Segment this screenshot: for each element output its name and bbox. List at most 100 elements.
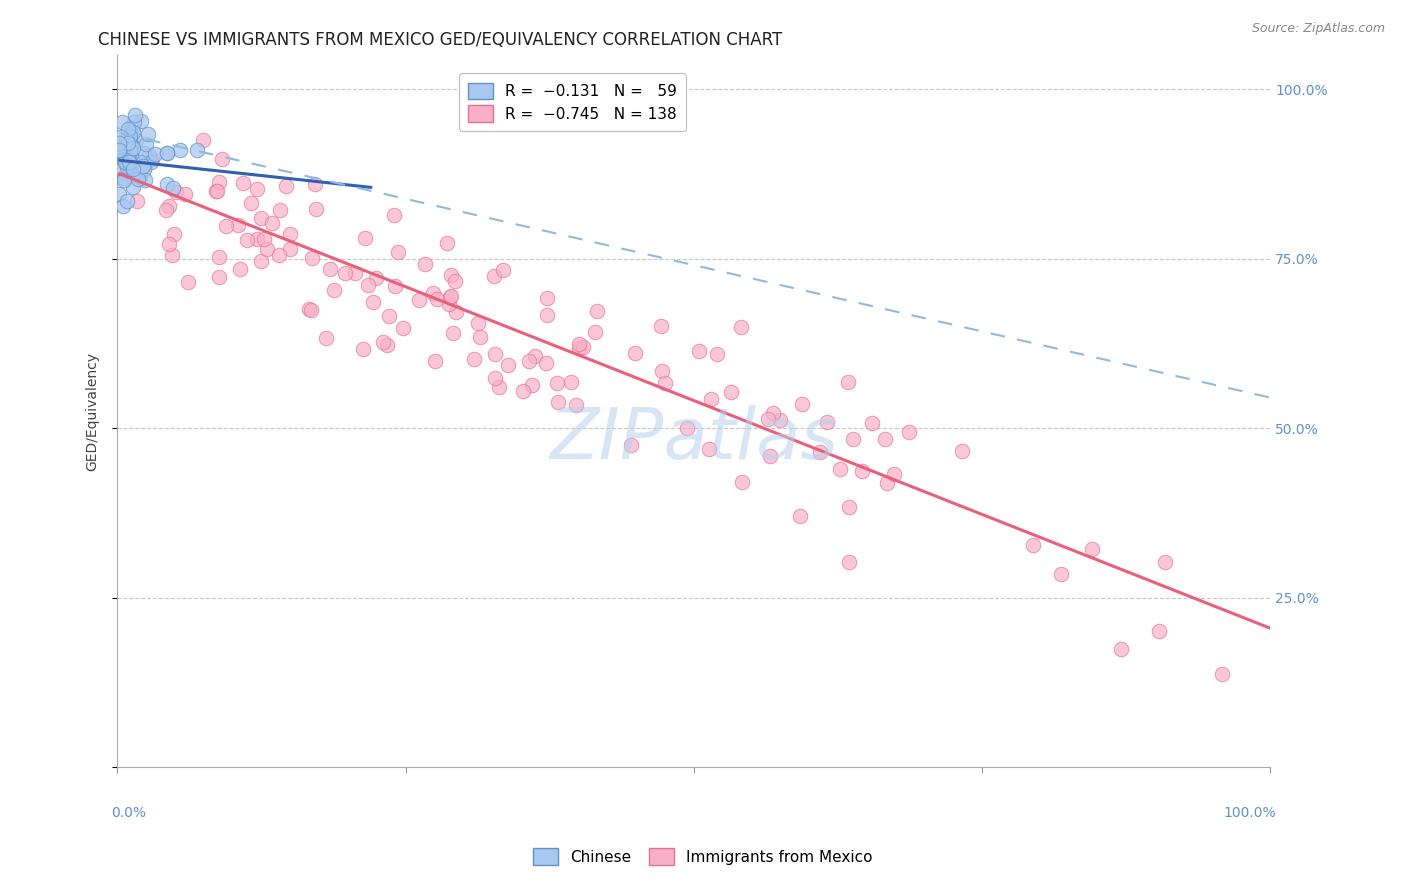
Point xyxy=(239,196,262,211)
Point xyxy=(422,286,444,301)
Point xyxy=(440,289,463,303)
Point xyxy=(792,397,814,411)
Point xyxy=(439,290,461,304)
Point xyxy=(157,237,180,252)
Point xyxy=(335,266,357,280)
Point xyxy=(208,269,231,284)
Point xyxy=(253,232,276,246)
Point xyxy=(132,159,155,173)
Point xyxy=(586,304,609,318)
Point xyxy=(141,152,163,166)
Point xyxy=(138,148,160,162)
Point xyxy=(120,136,142,151)
Point xyxy=(163,227,186,241)
Point xyxy=(299,303,322,318)
Point xyxy=(444,305,467,319)
Point xyxy=(169,143,191,157)
Point xyxy=(114,155,136,169)
Point xyxy=(121,162,143,177)
Point xyxy=(118,153,141,167)
Point xyxy=(387,245,409,260)
Point xyxy=(115,194,138,208)
Point xyxy=(121,121,143,136)
Point xyxy=(121,161,143,176)
Point xyxy=(568,337,591,351)
Point xyxy=(837,375,859,389)
Point xyxy=(534,356,557,370)
Point xyxy=(568,341,591,355)
Point xyxy=(186,143,208,157)
Point xyxy=(468,329,491,343)
Point xyxy=(950,444,973,458)
Point xyxy=(157,199,180,213)
Point xyxy=(135,136,157,151)
Point xyxy=(378,309,401,323)
Point xyxy=(301,251,323,265)
Point xyxy=(357,278,380,293)
Point xyxy=(842,433,865,447)
Point xyxy=(256,242,278,256)
Point xyxy=(107,187,129,202)
Point xyxy=(425,353,447,368)
Point xyxy=(177,275,200,289)
Point xyxy=(375,337,398,351)
Point xyxy=(143,146,166,161)
Point xyxy=(229,262,252,277)
Point xyxy=(205,184,228,198)
Point xyxy=(323,283,346,297)
Point xyxy=(120,145,142,159)
Point xyxy=(675,420,697,434)
Point xyxy=(156,146,179,161)
Point xyxy=(547,394,569,409)
Point xyxy=(127,172,149,186)
Point xyxy=(758,449,780,463)
Point xyxy=(155,203,177,218)
Point xyxy=(134,173,156,187)
Point xyxy=(129,114,152,128)
Point xyxy=(128,170,150,185)
Point xyxy=(1050,566,1073,581)
Point xyxy=(274,179,297,194)
Point xyxy=(519,353,541,368)
Point xyxy=(413,257,436,271)
Text: 100.0%: 100.0% xyxy=(1223,806,1277,821)
Legend: R =  −0.131   N =   59, R =  −0.745   N = 138: R = −0.131 N = 59, R = −0.745 N = 138 xyxy=(460,73,686,131)
Point xyxy=(298,301,321,316)
Point xyxy=(408,293,430,307)
Point xyxy=(207,185,229,199)
Point xyxy=(883,467,905,482)
Text: 0.0%: 0.0% xyxy=(111,806,146,821)
Point xyxy=(441,326,464,340)
Point xyxy=(354,231,377,245)
Point xyxy=(111,115,134,129)
Point xyxy=(756,411,779,425)
Point xyxy=(121,125,143,139)
Point xyxy=(107,136,129,150)
Point xyxy=(319,262,342,277)
Point xyxy=(706,347,728,361)
Point xyxy=(117,136,139,150)
Point xyxy=(1153,554,1175,568)
Point xyxy=(141,155,163,169)
Point xyxy=(208,251,231,265)
Point xyxy=(571,340,593,354)
Text: ZIPatlas: ZIPatlas xyxy=(550,405,838,475)
Point xyxy=(789,509,811,524)
Point xyxy=(536,291,558,305)
Point xyxy=(654,376,676,390)
Point xyxy=(860,416,883,430)
Point xyxy=(118,129,141,144)
Point xyxy=(121,141,143,155)
Point xyxy=(305,202,328,216)
Point xyxy=(122,115,145,129)
Point xyxy=(110,129,132,144)
Point xyxy=(246,232,269,246)
Point xyxy=(236,233,259,247)
Point xyxy=(1211,667,1233,681)
Point xyxy=(838,555,860,569)
Point xyxy=(304,177,326,191)
Point xyxy=(132,145,155,160)
Point xyxy=(115,158,138,172)
Point xyxy=(122,180,145,194)
Point xyxy=(496,359,519,373)
